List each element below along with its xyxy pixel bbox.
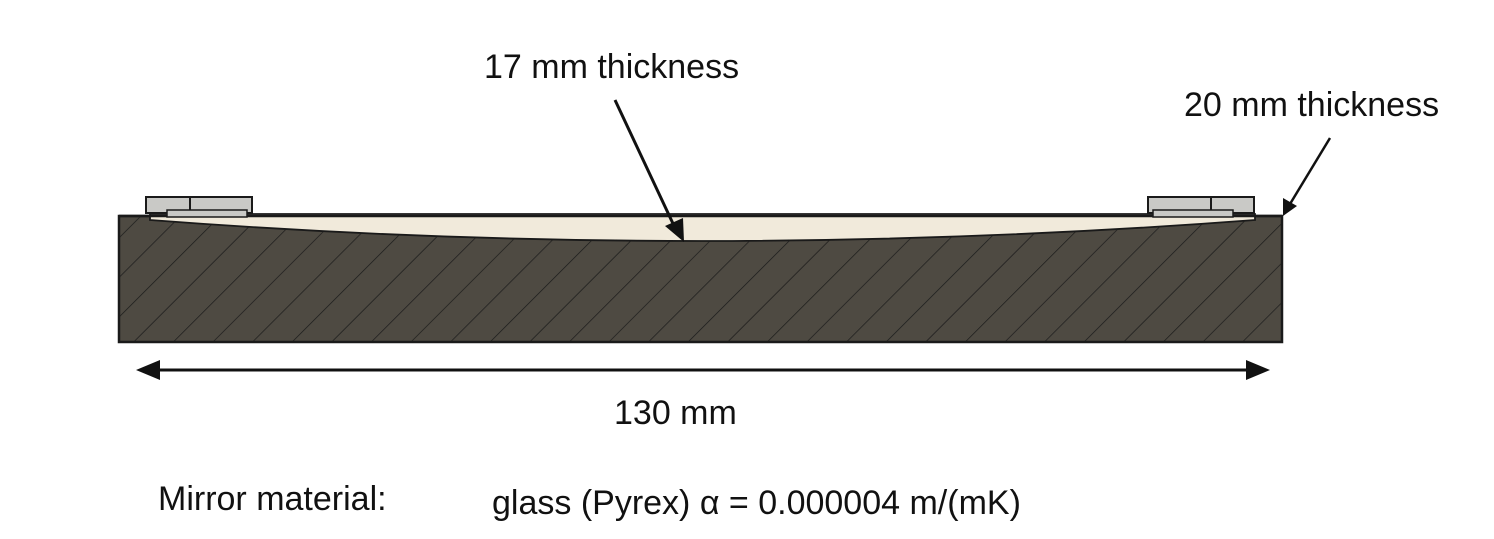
left-clamp-foot <box>166 209 248 218</box>
material-label: Mirror material: <box>158 480 387 518</box>
width-label: 130 mm <box>614 394 737 432</box>
center-thickness-label: 17 mm thickness <box>484 48 739 86</box>
right-clamp <box>1147 196 1255 218</box>
material-value: glass (Pyrex) α = 0.000004 m/(mK) <box>492 484 1021 522</box>
edge-thickness-arrow <box>1283 137 1332 216</box>
left-clamp <box>145 196 253 218</box>
width-dimension-arrow <box>136 360 1270 380</box>
right-clamp-foot <box>1152 209 1234 218</box>
center-thickness-arrow <box>613 99 684 242</box>
mirror-surface-layer <box>149 213 1256 242</box>
edge-thickness-label: 20 mm thickness <box>1184 86 1439 124</box>
mirror-block <box>117 213 1284 344</box>
